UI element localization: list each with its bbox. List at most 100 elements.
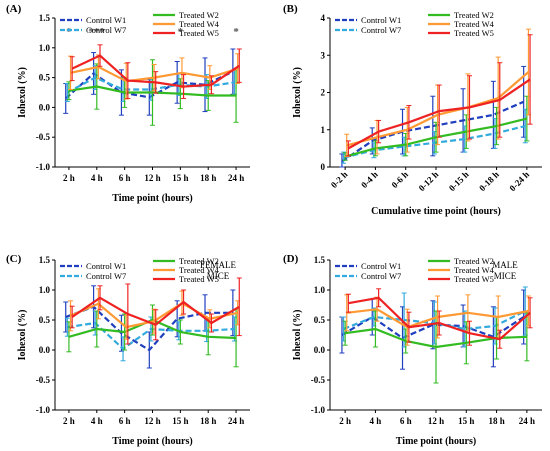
series-line — [341, 100, 525, 163]
x-tick-label: 12 h — [144, 416, 160, 426]
series-W5 — [345, 288, 533, 349]
panel-label: (D) — [283, 253, 299, 265]
y-tick-label: -0.5 — [311, 375, 326, 385]
y-axis-title: Iohexol (%) — [17, 310, 28, 361]
panel-label: (C) — [6, 253, 22, 265]
x-tick-label: 18 h — [200, 173, 216, 183]
legend-label: Treated W2 — [454, 10, 494, 20]
x-tick-label: 15 h — [172, 173, 188, 183]
x-tick-label: 0-12 h — [417, 169, 441, 193]
legend-label: Treated W4 — [454, 265, 495, 275]
x-tick-label: 6 h — [400, 416, 412, 426]
x-axis-title: Time point (hours) — [112, 193, 192, 204]
legend-label: Treated W5 — [179, 28, 219, 38]
series-line — [71, 54, 240, 88]
series-line — [67, 321, 235, 351]
x-tick-label: 24 h — [519, 416, 535, 426]
legend-label: Treated W2 — [454, 256, 494, 266]
legend-label: Treated W4 — [179, 19, 220, 29]
series-line — [70, 65, 239, 83]
panel-label: (A) — [6, 3, 22, 15]
y-tick-label: 0.0 — [39, 102, 51, 112]
series-W7 — [341, 108, 528, 164]
x-tick-label: 0-24 h — [507, 169, 531, 193]
panel-annotation: FEMALE MICE — [200, 260, 237, 281]
y-tick-label: 1.5 — [39, 13, 51, 23]
series-W4 — [344, 28, 531, 158]
legend-label: Treated W2 — [179, 256, 219, 266]
panel-annotation: MALE MICE — [492, 260, 518, 281]
chart-panel-3: (C) -1.0 -0.5 0.0 0.5 1.0 1.5 2 h 4 h 6 h 12 h 15 h… — [6, 253, 250, 447]
x-tick-label: 2 h — [63, 173, 75, 183]
legend-label: Treated W5 — [454, 28, 494, 38]
x-tick-label: 0-6 h — [389, 169, 410, 190]
y-axis-title: Iohexol (%) — [292, 310, 303, 361]
series-line — [344, 117, 528, 158]
legend-label: Control W1 — [86, 261, 126, 271]
y-tick-label: 1.5 — [39, 255, 51, 265]
y-tick-label: 1.0 — [39, 285, 51, 295]
legend-label: Treated W4 — [454, 19, 495, 29]
y-axis-title: Iohexol (%) — [292, 67, 303, 118]
series-line — [68, 85, 237, 97]
x-tick-label: 2 h — [339, 416, 351, 426]
series-W5 — [345, 34, 533, 157]
series-line — [343, 124, 526, 159]
x-tick-label: 6 h — [119, 173, 131, 183]
x-tick-label: 18 h — [200, 416, 216, 426]
y-tick-label: 0.0 — [39, 345, 51, 355]
x-tick-label: 4 h — [91, 416, 103, 426]
x-tick-label: 0-15 h — [447, 169, 471, 193]
significance-star: * — [233, 26, 239, 38]
series-W2 — [66, 59, 239, 126]
series-line — [346, 71, 530, 147]
series-line — [346, 308, 529, 329]
y-tick-label: 0 — [321, 162, 326, 172]
legend-label: Treated W5 — [179, 274, 219, 284]
y-tick-label: 3 — [321, 50, 326, 60]
x-tick-label: 24 h — [228, 416, 244, 426]
x-tick-label: 4 h — [91, 173, 103, 183]
series-line — [348, 296, 531, 341]
y-tick-label: 4 — [321, 13, 326, 23]
x-tick-label: 15 h — [172, 416, 188, 426]
series-line — [71, 296, 240, 327]
series-W2 — [66, 304, 239, 368]
series-line — [68, 318, 237, 340]
x-tick-label: 4 h — [370, 416, 382, 426]
y-tick-label: 1.0 — [39, 43, 51, 53]
y-tick-label: 0.5 — [39, 315, 51, 325]
legend-label: Control W7 — [361, 271, 401, 281]
y-tick-label: 1 — [321, 125, 326, 135]
x-tick-label: 0-18 h — [477, 169, 501, 193]
legend-label: Control W7 — [86, 25, 126, 35]
series-line — [66, 76, 235, 94]
significance-star: * — [178, 26, 184, 38]
legend-label: Treated W4 — [179, 265, 220, 275]
y-tick-label: 1.5 — [314, 255, 326, 265]
series-W4 — [344, 294, 531, 346]
legend-label: Control W1 — [86, 15, 126, 25]
y-tick-label: -1.0 — [311, 405, 326, 415]
panel-label: (B) — [283, 3, 298, 15]
series-line — [347, 78, 531, 150]
y-tick-label: 0.0 — [314, 345, 326, 355]
significance-star: * — [66, 26, 72, 38]
legend-label: Control W7 — [86, 271, 126, 281]
legend-label: Treated W5 — [454, 274, 494, 284]
x-tick-label: 18 h — [488, 416, 504, 426]
legend-label: Control W7 — [361, 25, 401, 35]
chart-panel-1: (A) -1.0 -0.5 0.0 0.5 1.0 1.5 2 h 4 h 6 h 12 h 15 h… — [6, 3, 250, 204]
x-tick-label: 12 h — [144, 173, 160, 183]
x-tick-label: 12 h — [428, 416, 444, 426]
x-axis-title: Time point (hours) — [112, 436, 192, 447]
y-tick-label: 1.0 — [314, 285, 326, 295]
y-tick-label: -1.0 — [36, 162, 51, 172]
x-tick-label: 0-2 h — [329, 169, 350, 190]
y-tick-label: 0.5 — [39, 73, 51, 83]
